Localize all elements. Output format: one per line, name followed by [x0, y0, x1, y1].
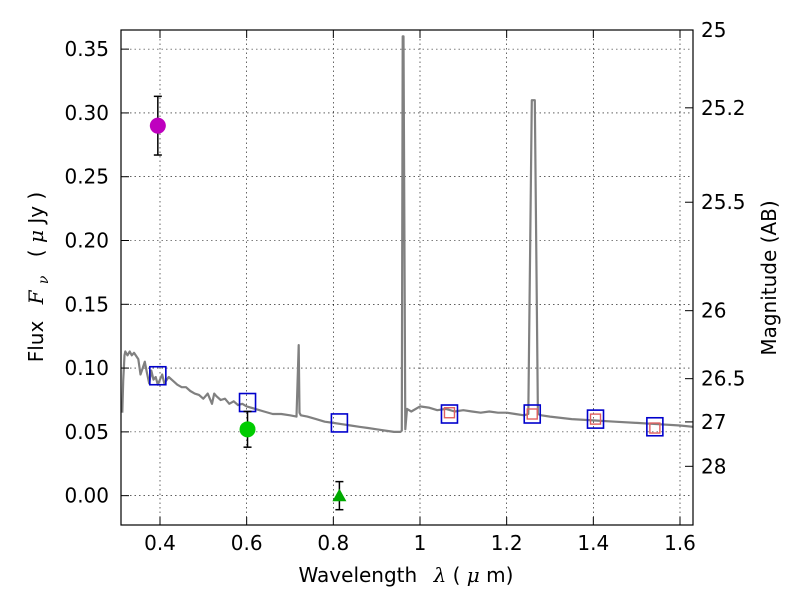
nir-band-flux-square — [526, 408, 538, 420]
model-band-flux-square — [586, 409, 605, 429]
model-band-flux-group — [149, 365, 664, 437]
magnitude-tick-label: 25.5 — [701, 190, 746, 214]
plot-frame — [120, 29, 694, 526]
y-axis-unit-open: ( — [24, 243, 48, 257]
model-band-flux-square — [440, 404, 459, 424]
nir-band-flux-square — [649, 422, 661, 434]
y-axis-label-text: Flux — [24, 321, 48, 363]
magnitude-tick-label: 28 — [701, 454, 726, 478]
x-axis-label-text: Wavelength — [299, 563, 418, 587]
y-tick-label: 0.20 — [64, 229, 109, 253]
y-axis-flux-subscript: ν — [36, 275, 52, 284]
x-tick-label: 0.6 — [231, 531, 263, 555]
x-axis-lambda-symbol: λ — [433, 563, 447, 587]
y-tick-label: 0.10 — [64, 356, 109, 380]
y-axis-ticks: 0.00 0.05 0.10 0.15 0.20 0.25 0.30 0.35 — [64, 37, 129, 508]
x-axis-ticks: 0.4 0.6 0.8 1 1.2 1.4 1.6 — [144, 30, 696, 555]
x-axis-unit-open: ( — [453, 563, 461, 587]
x-tick-label: 1 — [414, 531, 427, 555]
y-tick-label: 0.00 — [64, 484, 109, 508]
magnitude-tick-label: 26 — [701, 299, 726, 323]
x-tick-label: 0.8 — [317, 531, 349, 555]
magnitude-axis-label: Magnitude (AB) — [757, 200, 781, 355]
x-axis-unit-rest: m) — [486, 563, 513, 587]
model-band-flux-square — [149, 365, 167, 386]
y-tick-label: 0.15 — [64, 292, 109, 316]
x-tick-label: 1.6 — [664, 531, 696, 555]
nir-band-flux-square — [589, 413, 602, 425]
model-spectrum-line — [121, 35, 694, 433]
model-band-flux-square — [523, 404, 542, 424]
y-axis-label: Flux F ν ( μ Jy ) — [24, 192, 53, 363]
x-axis-unit-mu: μ — [467, 563, 480, 587]
observed-points-group — [149, 95, 347, 511]
magnitude-axis-ticks: 25 25.2 25.5 26 26.5 27 28 — [685, 18, 746, 478]
model-band-flux-square — [646, 416, 664, 437]
y-axis-unit-mu: μ — [24, 230, 48, 243]
x-tick-label: 1.2 — [491, 531, 523, 555]
x-axis-label: Wavelength λ ( μ m) — [299, 563, 514, 587]
x-tick-label: 0.4 — [144, 531, 176, 555]
model-spectrum-group — [121, 35, 694, 433]
y-tick-label: 0.35 — [64, 37, 109, 61]
y-tick-label: 0.05 — [64, 420, 109, 444]
x-tick-label: 1.4 — [577, 531, 609, 555]
y-axis-unit-rest: Jy ) — [24, 192, 48, 226]
observed-flux-0.60um-marker — [239, 421, 256, 438]
observed-flux-0.81um-marker — [332, 488, 347, 502]
y-tick-label: 0.30 — [64, 101, 109, 125]
nir-band-flux-square — [443, 407, 456, 419]
magnitude-tick-label: 25 — [701, 18, 726, 42]
magnitude-tick-label: 27 — [701, 410, 726, 434]
plot-background — [121, 30, 693, 525]
magnitude-tick-label: 25.2 — [701, 96, 746, 120]
observed-flux-0.39um-marker — [149, 117, 166, 134]
grid-lines — [121, 30, 693, 525]
y-axis-flux-symbol: F — [24, 289, 48, 305]
model-band-flux-square — [330, 413, 349, 433]
y-tick-label: 0.25 — [64, 165, 109, 189]
magnitude-tick-label: 26.5 — [701, 367, 746, 391]
